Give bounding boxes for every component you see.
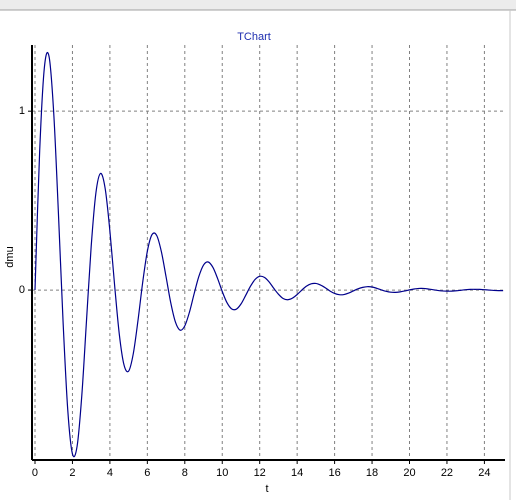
x-tick-label: 8 <box>182 467 188 479</box>
x-tick-label: 14 <box>291 467 303 479</box>
line-series <box>34 51 504 458</box>
chart-title: TChart <box>237 31 271 43</box>
y-axis-title: dmu <box>4 246 16 267</box>
x-axis-title: t <box>265 483 268 495</box>
x-tick-label: 4 <box>107 467 113 479</box>
top-bar <box>0 0 516 10</box>
x-tick-label: 2 <box>69 467 75 479</box>
x-tick-label: 20 <box>403 467 415 479</box>
y-tick-label: 0 <box>19 284 25 296</box>
y-tick-label: 1 <box>19 105 25 117</box>
x-tick-label: 12 <box>254 467 266 479</box>
x-tick-label: 22 <box>441 467 453 479</box>
x-tick-label: 24 <box>478 467 490 479</box>
x-tick-label: 6 <box>144 467 150 479</box>
x-tick-label: 16 <box>328 467 340 479</box>
x-tick-label: 10 <box>216 467 228 479</box>
x-tick-label: 0 <box>32 467 38 479</box>
x-tick-label: 18 <box>366 467 378 479</box>
